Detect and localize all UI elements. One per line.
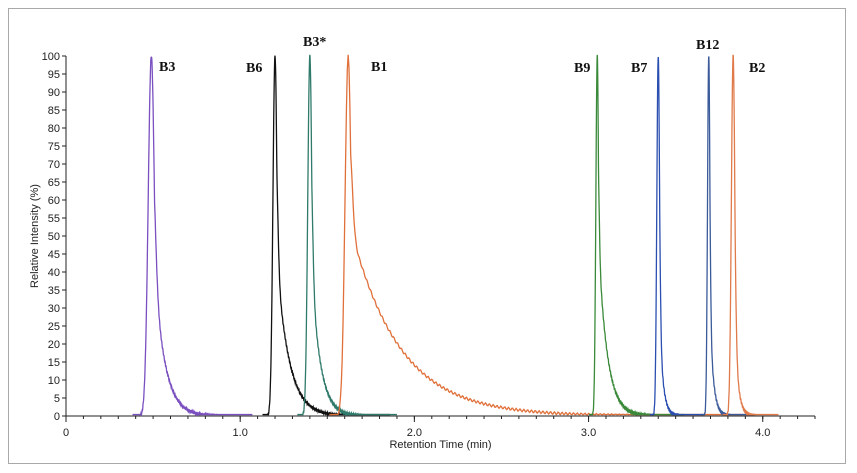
trace-b9 [588,54,685,417]
trace-b12 [701,56,755,416]
y-tick-label: 40 [48,267,60,279]
x-tick-label: 1.0 [233,427,248,439]
peak-label-b9: B9 [574,61,590,76]
y-tick-label: 5 [54,393,60,405]
axes: 0 5 10 15 20 25 30 35 40 45 50 55 60 65 70 75 80 85 90 95 10… [42,51,816,439]
y-tick-label: 25 [48,321,60,333]
y-tick-label: 20 [48,339,60,351]
y-axis-title: Relative Intensity (%) [29,184,41,288]
y-tick-label: 50 [48,231,60,243]
y-tick-label: 85 [48,105,60,117]
y-tick-label: 35 [48,285,60,297]
y-tick-label: 60 [48,195,60,207]
x-tick-label: 3.0 [581,427,596,439]
trace-b2 [722,54,779,416]
trace-b1 [329,54,756,416]
peak-label-b7: B7 [631,61,647,76]
y-tick-label: 45 [48,249,60,261]
y-tick-label: 70 [48,159,60,171]
trace-b6 [262,55,390,417]
trace-b7 [649,56,704,416]
y-tick-label: 55 [48,213,60,225]
y-tick-label: 0 [54,411,60,423]
peak-label-b3star: B3* [303,35,326,50]
y-tick-label: 90 [48,87,60,99]
peak-label-b12: B12 [696,38,719,53]
x-axis-title: Retention Time (min) [389,439,491,451]
x-tick-label: 4.0 [755,427,770,439]
y-tick-label: 95 [48,69,60,81]
y-tick-label: 80 [48,123,60,135]
y-tick-label: 75 [48,141,60,153]
peak-label-b3: B3 [159,60,175,75]
y-tick-label: 100 [42,51,60,63]
y-tick-label: 65 [48,177,60,189]
trace-b3 [132,56,253,417]
trace-b3star [297,54,397,417]
x-tick-label: 2.0 [407,427,422,439]
peak-labels: B3 B6 B3* B1 B9 B7 B12 B2 [159,35,765,76]
traces [132,54,779,417]
peak-label-b6: B6 [246,61,262,76]
x-tick-label: 0 [63,427,69,439]
y-tick-label: 15 [48,357,60,369]
peak-label-b2: B2 [749,61,765,76]
y-tick-label: 30 [48,303,60,315]
y-tick-label: 10 [48,375,60,387]
peak-label-b1: B1 [371,60,387,75]
